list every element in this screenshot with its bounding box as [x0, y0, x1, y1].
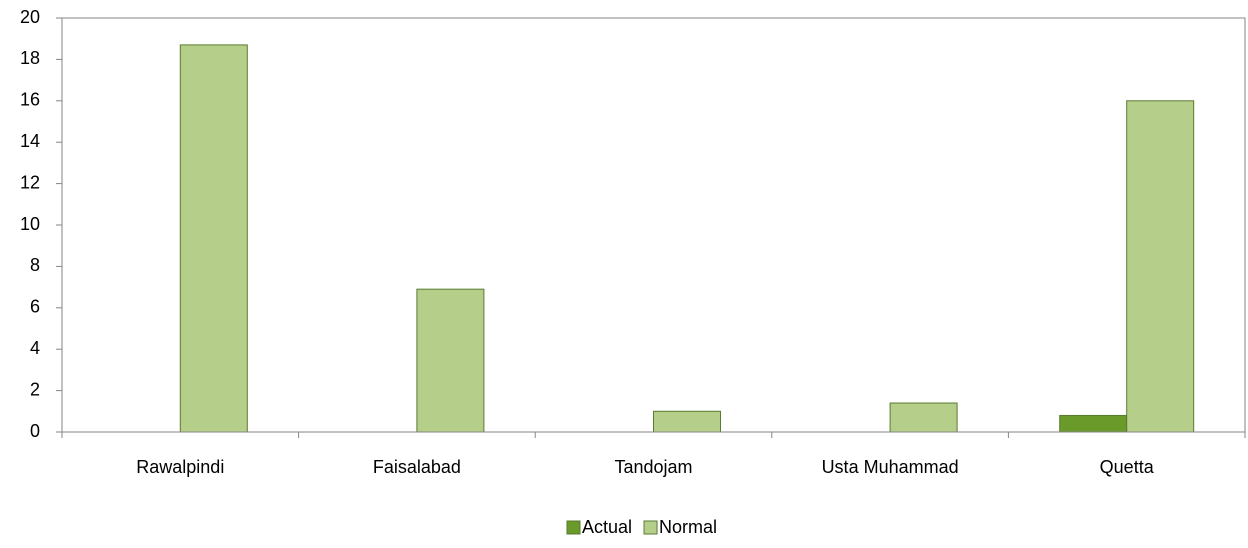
- y-tick-label: 14: [20, 131, 40, 151]
- x-tick-label: Tandojam: [614, 457, 692, 477]
- legend-swatch: [566, 520, 581, 535]
- x-tick-label: Usta Muhammad: [822, 457, 959, 477]
- y-tick-label: 8: [30, 255, 40, 275]
- legend-label: Actual: [582, 517, 632, 537]
- bar: [889, 402, 958, 433]
- y-tick-label: 12: [20, 172, 40, 192]
- x-tick-label: Faisalabad: [373, 457, 461, 477]
- bar: [653, 410, 721, 433]
- y-tick-label: 20: [20, 7, 40, 27]
- y-tick-label: 16: [20, 90, 40, 110]
- y-tick-label: 6: [30, 297, 40, 317]
- legend-label: Normal: [659, 517, 717, 537]
- y-tick-label: 4: [30, 338, 40, 358]
- x-tick-label: Quetta: [1100, 457, 1155, 477]
- bar: [1126, 100, 1195, 433]
- bar: [416, 288, 485, 433]
- y-tick-label: 18: [20, 48, 40, 68]
- y-tick-label: 0: [30, 421, 40, 441]
- y-tick-label: 2: [30, 379, 40, 399]
- legend-swatch: [643, 520, 658, 535]
- bar: [179, 44, 248, 433]
- x-tick-label: Rawalpindi: [136, 457, 224, 477]
- bar: [1059, 414, 1128, 433]
- y-tick-label: 10: [20, 214, 40, 234]
